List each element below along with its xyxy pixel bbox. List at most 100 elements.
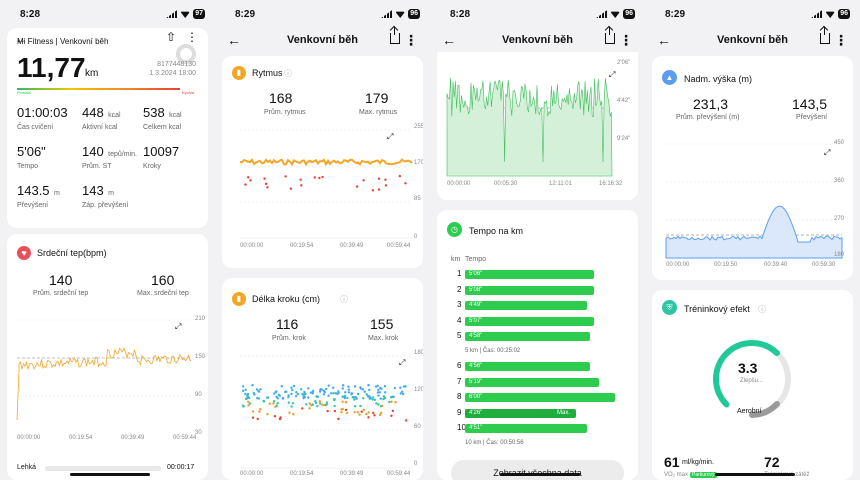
stride-chart: [240, 355, 412, 469]
stride-point: [379, 386, 382, 390]
signal-icon: [166, 10, 178, 18]
stat-label: Celkem kcal: [143, 124, 182, 131]
stat-value: 140: [82, 144, 104, 159]
stride-point: [359, 404, 362, 408]
cadence-xtick: 00:59:44: [387, 243, 411, 249]
show-all-button[interactable]: Zobrazit všechna data: [451, 460, 624, 480]
stat-value: 10097: [143, 144, 180, 159]
more-icon[interactable]: ⋮: [186, 30, 198, 44]
share-icon[interactable]: ⇧: [165, 30, 176, 44]
stride-point: [365, 412, 368, 416]
hr-max-value: 160: [151, 272, 175, 288]
stride-point: [287, 394, 290, 397]
hr-max-label: Max. srdeční tep: [137, 290, 189, 297]
status-bar: 8:29 96: [645, 0, 860, 28]
stride-point: [341, 384, 345, 387]
cadence-point: [398, 174, 402, 178]
more-icon[interactable]: ⋮: [834, 32, 848, 48]
expand-chart-icon[interactable]: ⤢: [175, 322, 182, 331]
more-icon[interactable]: ⋮: [404, 32, 418, 48]
cadence-point: [264, 182, 268, 186]
stride-point: [247, 404, 250, 407]
cadence-point: [318, 176, 321, 180]
stat-label: Převýšení: [17, 202, 49, 209]
stride-point: [383, 391, 387, 394]
nav-bar: ← Venkovní běh ⋮: [215, 27, 430, 52]
nav-bar: ← Venkovní běh ⋮: [645, 27, 860, 52]
stat-item: 143.5 m Převýšení: [17, 182, 60, 209]
stride-point: [251, 410, 255, 413]
cadence-xtick: 00:00:00: [240, 243, 264, 249]
stride-point: [275, 390, 278, 393]
back-icon[interactable]: ←: [442, 32, 456, 48]
cadence-point: [313, 176, 316, 179]
stride-point: [311, 403, 314, 406]
workout-date: 1.3.2024 18:00: [149, 70, 196, 77]
stride-xtick: 00:19:54: [290, 471, 314, 477]
vo2-value: 61: [664, 454, 680, 470]
more-icon[interactable]: ⋮: [619, 32, 633, 48]
stride-point: [352, 396, 355, 399]
gauge-fill: [713, 340, 791, 418]
expand-chart-icon[interactable]: ⤢: [824, 148, 831, 157]
stride-point: [246, 395, 250, 399]
stride-point: [340, 408, 343, 411]
stride-point: [322, 393, 326, 396]
summary-card: ← Mi Fitness | Venkovní běh ⇧ ⋮ 11,77 km…: [7, 28, 208, 228]
pace-chart-card: ⤢ 2'06" 4'42" 9'24" 00:00:00 00:05:30 12…: [437, 52, 638, 200]
stride-point: [242, 405, 245, 408]
hr-title: Srdeční tep(bpm): [37, 248, 107, 258]
scale-right-label: Rychlá: [181, 90, 194, 95]
cadence-ytick: 255: [414, 124, 423, 130]
split-pace: 4'26": [469, 409, 483, 416]
stride-point: [344, 401, 348, 404]
expand-chart-icon[interactable]: ⤢: [609, 70, 616, 79]
distance-value: 11,77: [17, 52, 86, 83]
stride-point: [251, 383, 254, 387]
stride-point: [399, 392, 402, 395]
cadence-ytick: 85: [414, 196, 421, 202]
cadence-card: ▮ Rytmus ⓘ 168 Prům. rytmus 179 Max. ryt…: [222, 56, 423, 268]
stride-point: [377, 403, 380, 406]
stat-label: Aktivní kcal: [82, 124, 118, 131]
signal-icon: [811, 10, 823, 18]
signal-icon: [381, 10, 393, 18]
share-icon[interactable]: [820, 27, 830, 44]
expand-chart-icon[interactable]: ⤢: [387, 132, 394, 141]
back-icon[interactable]: ←: [657, 32, 671, 48]
clock: 8:28: [20, 9, 41, 20]
stride-ytick: 120: [414, 387, 423, 393]
stat-value: 5'06": [17, 144, 46, 159]
hr-xtick: 00:39:49: [121, 435, 145, 441]
header-title: Mi Fitness | Venkovní běh: [17, 37, 109, 46]
altitude-xtick: 00:00:00: [666, 262, 690, 268]
stride-point: [257, 390, 261, 393]
split-bar: 4'49": [465, 301, 587, 310]
stride-point: [251, 416, 255, 419]
stride-point: [327, 384, 330, 387]
home-indicator: [500, 473, 580, 476]
stride-point: [361, 388, 365, 391]
back-icon[interactable]: ←: [15, 32, 27, 46]
stride-xtick: 00:59:44: [387, 471, 411, 477]
stride-point: [367, 383, 370, 387]
stride-point: [256, 396, 259, 400]
info-icon[interactable]: ⓘ: [340, 295, 348, 304]
back-icon[interactable]: ←: [227, 32, 241, 48]
stride-point: [388, 400, 391, 404]
stride-point: [281, 397, 285, 400]
share-icon[interactable]: [605, 27, 615, 44]
battery-icon: 97: [193, 9, 205, 19]
info-icon[interactable]: ⓘ: [284, 69, 292, 78]
page-title: Venkovní běh: [287, 34, 358, 46]
screen-cadence: 8:29 96 ← Venkovní běh ⋮ ▮ Rytmus ⓘ 168 …: [215, 0, 430, 480]
stride-point: [379, 411, 383, 415]
altitude-max-label: Převýšení: [796, 114, 828, 121]
stat-label: Prům. ST: [82, 163, 112, 170]
expand-chart-icon[interactable]: ⤢: [399, 358, 406, 367]
share-icon[interactable]: [390, 27, 400, 44]
stride-point: [371, 398, 374, 401]
stride-point: [309, 391, 313, 394]
home-indicator: [715, 473, 795, 476]
info-icon[interactable]: ⓘ: [758, 305, 766, 314]
